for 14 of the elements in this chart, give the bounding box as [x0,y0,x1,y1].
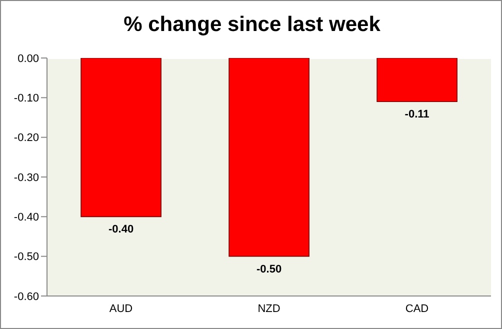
y-tick-label: -0.30 [14,172,39,184]
data-label: -0.40 [108,224,134,236]
y-tick-label: -0.40 [14,212,39,224]
y-tick-label: -0.20 [14,132,39,144]
x-tick-label: CAD [405,302,429,315]
chart-title: % change since last week [122,13,382,37]
data-label: -0.11 [404,108,430,121]
y-tick-label: 0.00 [18,52,39,65]
data-label: -0.50 [256,263,282,276]
y-tick-label: -0.60 [14,290,39,303]
x-tick-label: NZD [258,302,280,315]
x-tick-label: AUD [109,302,133,315]
y-tick-label: -0.10 [14,92,39,105]
y-tick-label: -0.50 [14,251,39,264]
